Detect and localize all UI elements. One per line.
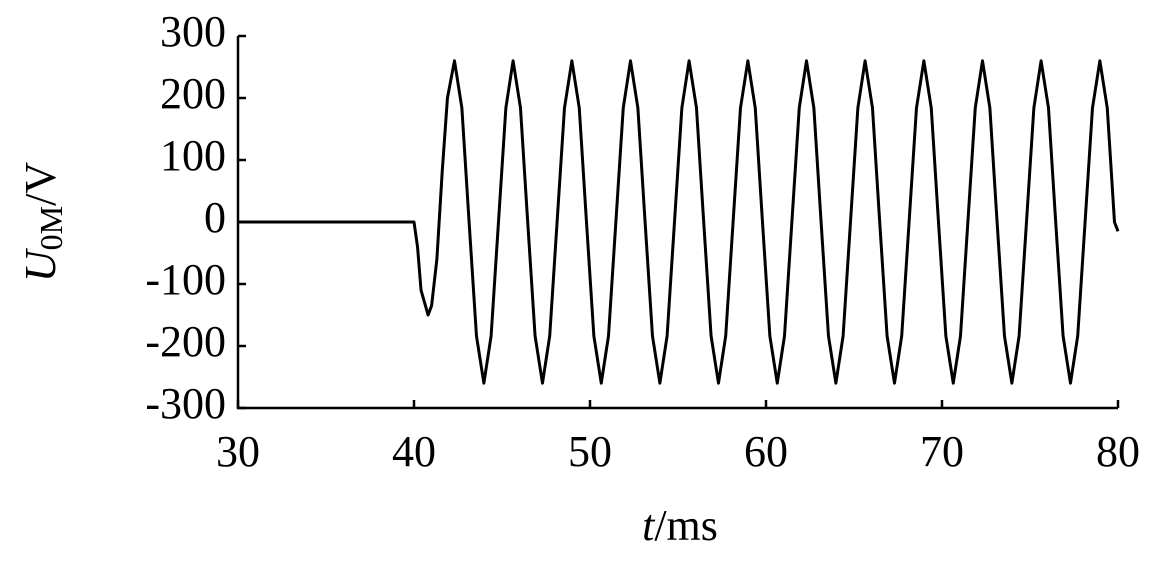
- y-label-unit: /V: [16, 162, 65, 206]
- y-tick-label: 300: [160, 7, 226, 56]
- x-label-symbol: t: [642, 501, 656, 550]
- x-tick-label: 60: [744, 427, 788, 476]
- x-tick-label: 40: [392, 427, 436, 476]
- y-label-subscript: 0M: [33, 206, 69, 250]
- x-tick-label: 30: [216, 427, 260, 476]
- y-tick-label: 100: [160, 131, 226, 180]
- y-tick-label: 0: [204, 193, 226, 242]
- x-axis-label: t/ms: [642, 501, 718, 550]
- x-tick-label: 50: [568, 427, 612, 476]
- y-tick-label: -200: [145, 317, 226, 366]
- y-tick-label: -100: [145, 255, 226, 304]
- y-label-symbol: U: [16, 247, 65, 282]
- x-tick-label: 70: [920, 427, 964, 476]
- data-line: [238, 59, 1120, 385]
- y-axis-label: U0M/V: [16, 162, 69, 282]
- y-tick-label: -300: [145, 379, 226, 428]
- x-tick-label: 80: [1096, 427, 1140, 476]
- y-tick-label: 200: [160, 69, 226, 118]
- x-label-unit: /ms: [654, 501, 718, 550]
